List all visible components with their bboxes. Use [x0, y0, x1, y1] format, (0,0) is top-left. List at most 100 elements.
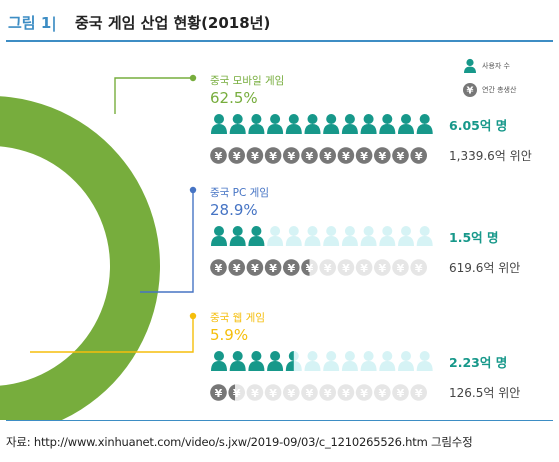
person-icon	[363, 351, 374, 361]
coin-icon-1-5: ¥¥	[301, 259, 318, 276]
coin-icon-0-8-shape: ¥	[355, 147, 373, 164]
yen-coin-icon	[264, 147, 282, 164]
person-icon-body	[304, 361, 321, 371]
user-icon-0-7	[341, 114, 358, 134]
yen-coin-icon	[246, 259, 264, 276]
yen-coin-icon	[301, 147, 318, 164]
person-icon	[382, 114, 393, 124]
user-icon-2-10-shape	[398, 351, 414, 371]
yen-glyph: ¥	[378, 387, 386, 400]
coin-icon-1-2-shape: ¥	[246, 259, 264, 276]
donut-slice-0	[0, 96, 160, 420]
yen-coin-icon: ¥	[463, 83, 477, 97]
person-icon	[401, 114, 411, 124]
person-icon	[232, 351, 243, 361]
coin-icon-0-6-shape: ¥	[319, 147, 337, 164]
user-icon-1-0	[211, 226, 227, 246]
yen-coin-icon	[210, 259, 227, 276]
yen-glyph: ¥	[233, 150, 241, 163]
coin-icon-0-5-shape: ¥	[301, 147, 318, 164]
person-icon	[251, 351, 262, 361]
users-value-2: 2.23억 명	[449, 355, 507, 370]
yen-coin-icon	[410, 384, 428, 401]
user-icon-0-3	[267, 114, 284, 134]
person-icon-body	[248, 124, 265, 134]
user-icon-0-0	[211, 114, 227, 134]
coin-icon-1-3-shape: ¥	[264, 259, 282, 276]
person-icon	[326, 226, 337, 236]
person-icon-body	[248, 236, 265, 246]
coin-icon-1-2: ¥¥	[246, 259, 264, 276]
coin-icon-1-11-shape: ¥	[410, 259, 428, 276]
person-icon	[401, 226, 411, 236]
user-icon-2-8	[360, 351, 377, 371]
coin-icon-2-5-shape: ¥	[301, 384, 318, 401]
user-icon-0-8-shape	[360, 114, 377, 134]
user-icon-0-7-shape	[341, 114, 358, 134]
coin-icon-0-9-shape: ¥	[374, 147, 391, 164]
yen-glyph: ¥	[251, 262, 259, 275]
coin-icon-2-3-shape: ¥	[264, 384, 282, 401]
coin-icon-1-10: ¥	[392, 259, 409, 276]
yen-glyph: ¥	[397, 262, 405, 275]
user-icon-2-3-shape	[267, 351, 284, 371]
yen-glyph: ¥	[233, 387, 241, 400]
person-icon-body	[341, 124, 358, 134]
yen-coin-icon	[264, 259, 282, 276]
coin-icon-2-6-shape: ¥	[319, 384, 337, 401]
yen-coin-icon	[337, 147, 355, 164]
user-icon-0-2	[248, 114, 265, 134]
user-icon-2-3	[267, 351, 284, 371]
person-icon-body	[304, 236, 321, 246]
coin-icon-2-2: ¥	[246, 384, 264, 401]
segment-share-1: 28.9%	[210, 201, 258, 219]
user-icon-2-8-shape	[360, 351, 377, 371]
users-value-1: 1.5억 명	[449, 230, 499, 245]
person-icon	[363, 226, 374, 236]
person-icon	[270, 351, 281, 361]
person-icon	[214, 351, 224, 361]
coin-icon-2-1: ¥¥	[228, 384, 245, 401]
yen-glyph: ¥	[415, 150, 423, 163]
person-icon	[307, 226, 318, 236]
callout-dot-2	[189, 312, 197, 320]
coin-icon-1-8: ¥	[355, 259, 373, 276]
person-icon	[232, 226, 243, 236]
user-icon-1-1	[229, 226, 246, 246]
callout-dot-0	[189, 74, 197, 82]
segment-name-2: 중국 웹 게임	[210, 311, 265, 324]
coin-icon-1-5-shape: ¥	[301, 259, 310, 276]
yen-coin-icon	[374, 259, 391, 276]
coin-icon-1-0: ¥¥	[210, 259, 227, 276]
yen-glyph: ¥	[342, 150, 350, 163]
yen-coin-icon	[410, 147, 428, 164]
callout-2	[30, 312, 197, 353]
yen-coin-icon	[301, 259, 310, 276]
coin-icon-0-3-shape: ¥	[264, 147, 282, 164]
person-icon	[251, 114, 262, 124]
source-label: 자료:	[6, 435, 31, 449]
coin-icon-1-4-shape: ¥	[283, 259, 300, 276]
coin-icon-2-2-shape: ¥	[246, 384, 264, 401]
user-icon-2-1-shape	[229, 351, 246, 371]
person-icon-body	[229, 361, 246, 371]
yen-coin-icon	[374, 147, 391, 164]
yen-coin-icon	[355, 147, 373, 164]
yen-coin-icon	[283, 384, 300, 401]
person-icon	[214, 226, 224, 236]
user-icon-1-5-shape	[304, 226, 321, 246]
person-icon-body	[267, 361, 284, 371]
yen-coin-icon	[319, 147, 337, 164]
person-icon	[419, 114, 430, 124]
user-icon-1-8	[360, 226, 377, 246]
yen-coin-icon	[210, 384, 227, 401]
person-icon	[307, 351, 318, 361]
user-icon-0-0-shape	[211, 114, 227, 134]
user-icon-1-11-shape	[416, 226, 433, 246]
yen-coin-icon	[283, 259, 300, 276]
yen-glyph: ¥	[233, 387, 241, 400]
user-icon-2-2	[248, 351, 265, 371]
revenue-value-0: 1,339.6억 위안	[449, 149, 532, 163]
person-icon-body	[285, 236, 302, 246]
coin-icon-0-7: ¥¥	[337, 147, 355, 164]
